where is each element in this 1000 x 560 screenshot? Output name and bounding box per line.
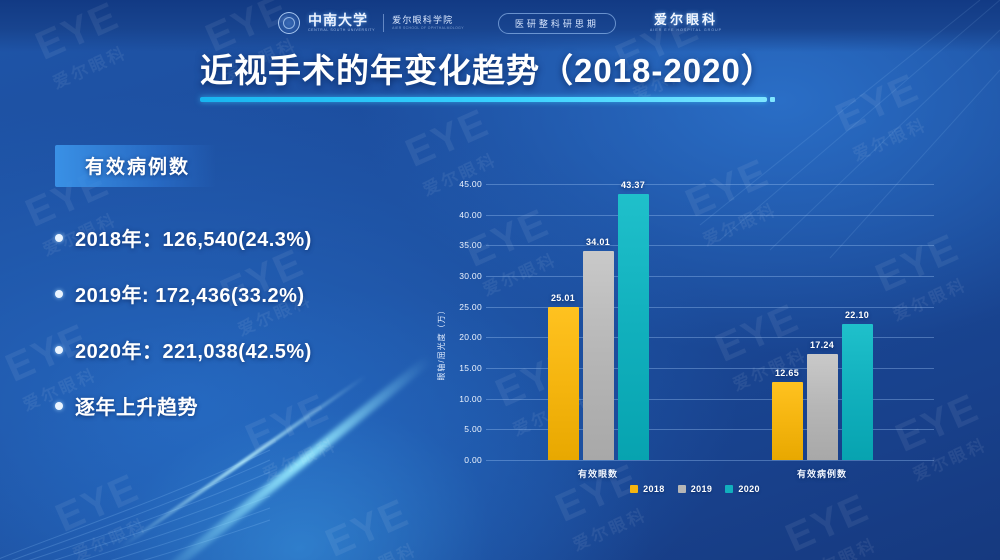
bar-value-label: 22.10 — [844, 310, 870, 321]
title-underline-dot — [769, 97, 775, 103]
list-item: 2018年：126,540(24.3%) — [55, 223, 415, 252]
legend-label: 2018 — [643, 484, 665, 494]
background-right-rays — [580, 0, 1000, 260]
y-tick-label: 0.00 — [464, 455, 482, 465]
legend-swatch-icon — [630, 485, 639, 493]
bullet-text: 2018年：126,540(24.3%) — [75, 229, 312, 251]
bar-column[interactable]: 25.01 — [547, 184, 579, 460]
bar-column[interactable]: 34.01 — [582, 184, 614, 460]
title-underline — [200, 97, 775, 103]
title-block: 近视手术的年变化趋势（2018-2020） — [200, 50, 775, 103]
bar-group: 12.65 17.24 22.10 有效病例数 — [771, 184, 873, 479]
header-divider — [383, 14, 385, 32]
bar-2019[interactable]: 34.01 — [582, 237, 614, 460]
bar-column[interactable]: 43.37 — [617, 180, 649, 460]
bar-column[interactable]: 22.10 — [841, 184, 873, 460]
bullet-text: 逐年上升趋势 — [75, 397, 198, 419]
bar-2020[interactable]: 43.37 — [617, 180, 649, 460]
bar-2019[interactable]: 17.24 — [806, 340, 838, 460]
y-tick-label: 20.00 — [459, 332, 482, 343]
header-brand-block: 爱尔眼科 AIER EYE HOSPITAL GROUP — [650, 13, 722, 33]
section-label-banner: 有效病例数 — [55, 145, 217, 187]
legend-swatch-icon — [725, 485, 734, 493]
header-badge: 医研整科研思期 — [497, 12, 616, 34]
y-tick-label: 45.00 — [459, 179, 482, 189]
bullet-dot-icon — [55, 289, 63, 298]
bullet-dot-icon — [55, 233, 63, 242]
bar-group: 25.01 34.01 43.37 有效眼数 — [547, 180, 649, 479]
y-tick-label: 10.00 — [459, 393, 482, 404]
y-tick-label: 15.00 — [459, 363, 482, 373]
category-label: 有效眼数 — [577, 469, 619, 479]
bar-value-label: 25.01 — [550, 292, 576, 303]
bar-value-label: 34.01 — [585, 237, 611, 248]
gridline — [486, 245, 934, 247]
bar-value-label: 17.24 — [809, 340, 835, 351]
header-university-block: 中南大学 CENTRAL SOUTH UNIVERSITY 爱尔眼科学院 AIE… — [277, 12, 464, 34]
gridline — [486, 429, 934, 431]
bar-chart: 眼轴/屈光度（万） 45.00 40.00 35.00 30.00 25.00 20.00… — [402, 178, 942, 508]
gridline — [486, 276, 934, 277]
legend-label: 2019 — [690, 484, 713, 494]
university-name-en: CENTRAL SOUTH UNIVERSITY — [307, 28, 376, 33]
chart-legend: 2018 2019 2020 — [448, 484, 942, 494]
brand-name-cn: 爱尔眼科 — [653, 12, 718, 28]
chart-plot-area: 45.00 40.00 35.00 30.00 25.00 20.00 15.00 10.00… — [440, 179, 934, 479]
bar-2018[interactable]: 12.65 — [771, 368, 803, 460]
y-tick-label: 5.00 — [464, 424, 482, 435]
gridline — [486, 306, 934, 308]
bar-value-label: 43.37 — [620, 180, 646, 190]
bar-value-label: 12.65 — [774, 368, 800, 379]
bullet-dot-icon — [55, 401, 63, 410]
y-tick-label: 25.00 — [459, 301, 482, 312]
category-label: 有效病例数 — [796, 469, 848, 479]
y-tick-label: 40.00 — [459, 209, 482, 220]
left-content-panel: 有效病例数 2018年：126,540(24.3%) 2019年: 172,43… — [55, 145, 415, 447]
gridline — [486, 184, 934, 185]
gridline — [486, 398, 934, 400]
bullet-text: 2019年: 172,436(33.2%) — [75, 285, 305, 307]
university-seal-icon — [277, 12, 300, 34]
gridline — [486, 214, 934, 216]
bullet-text: 2020年：221,038(42.5%) — [75, 341, 312, 363]
section-label: 有效病例数 — [85, 157, 191, 178]
title-underline-bar — [200, 97, 767, 103]
chart-bars-area: 25.01 34.01 43.37 有效眼数 12.65 17.24 22.10 有效病例数 — [486, 180, 934, 479]
university-name-cn: 中南大学 — [307, 12, 368, 29]
bar-2018[interactable]: 25.01 — [547, 293, 579, 460]
gridline — [486, 337, 934, 339]
legend-item-2019[interactable]: 2019 — [677, 484, 713, 494]
college-name-en: AIER SCHOOL OF OPHTHALMOLOGY — [392, 25, 464, 30]
y-tick-label: 30.00 — [459, 271, 482, 281]
bar-2020[interactable]: 22.10 — [841, 310, 873, 460]
bar-column[interactable]: 12.65 — [771, 184, 803, 460]
bullet-list: 2018年：126,540(24.3%) 2019年: 172,436(33.2… — [55, 223, 415, 420]
slide-header: 中南大学 CENTRAL SOUTH UNIVERSITY 爱尔眼科学院 AIE… — [0, 0, 1000, 46]
brand-name-en: AIER EYE HOSPITAL GROUP — [649, 28, 723, 33]
list-item: 2019年: 172,436(33.2%) — [55, 279, 415, 308]
list-item: 逐年上升趋势 — [55, 391, 415, 420]
college-name-cn: 爱尔眼科学院 — [392, 14, 454, 25]
legend-item-2018[interactable]: 2018 — [630, 484, 665, 494]
legend-swatch-icon — [677, 485, 686, 493]
gridline — [486, 368, 934, 369]
y-tick-label: 35.00 — [459, 240, 482, 251]
legend-label: 2020 — [738, 484, 760, 494]
legend-item-2020[interactable]: 2020 — [725, 484, 760, 494]
bullet-dot-icon — [55, 345, 63, 354]
page-title: 近视手术的年变化趋势（2018-2020） — [200, 52, 775, 89]
list-item: 2020年：221,038(42.5%) — [55, 335, 415, 364]
gridline — [486, 460, 934, 461]
bar-column[interactable]: 17.24 — [806, 184, 838, 460]
